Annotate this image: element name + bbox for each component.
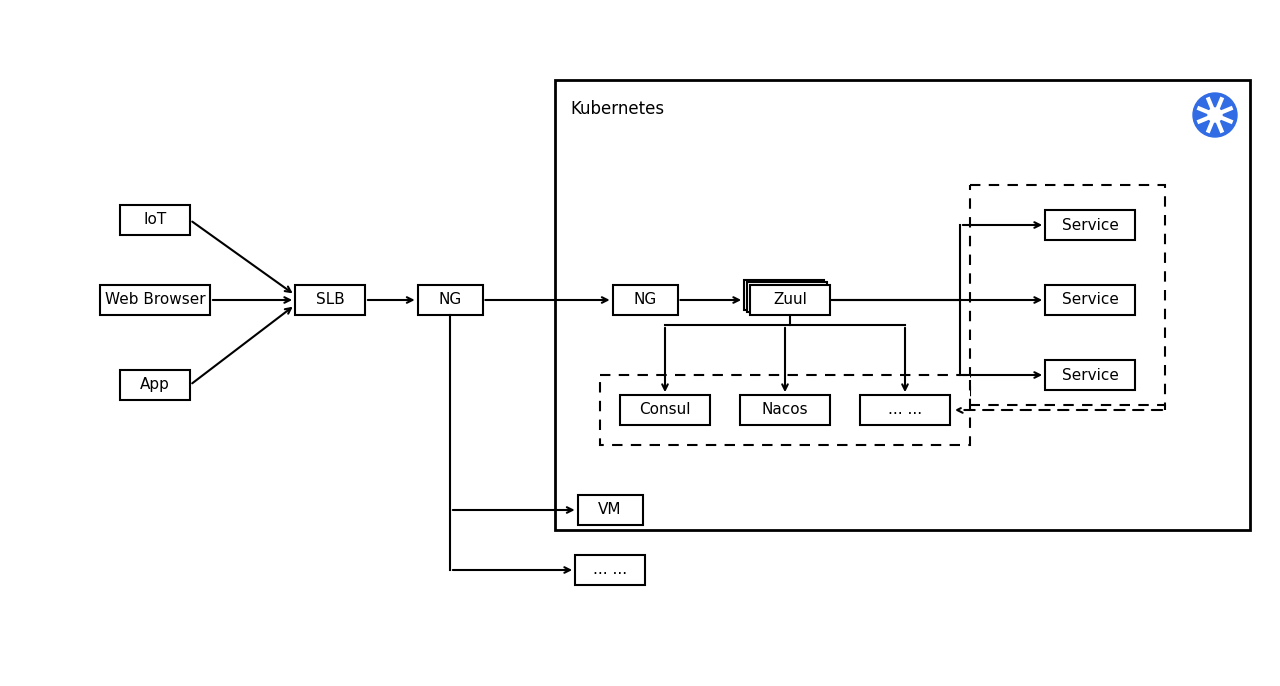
Bar	[120, 205, 189, 235]
Bar	[556, 80, 1251, 530]
Text: Consul: Consul	[639, 403, 691, 418]
Text: IoT: IoT	[143, 213, 166, 228]
Circle shape	[1208, 108, 1222, 122]
Text: Service: Service	[1061, 368, 1119, 383]
Bar	[294, 285, 365, 315]
Bar	[613, 285, 677, 315]
Text: Kubernetes: Kubernetes	[570, 100, 664, 118]
Circle shape	[1193, 93, 1236, 137]
Bar	[120, 370, 189, 400]
Text: SLB: SLB	[316, 292, 344, 307]
Bar	[1044, 285, 1135, 315]
Bar	[744, 280, 824, 310]
Bar	[748, 282, 827, 312]
Circle shape	[1197, 97, 1233, 133]
Bar	[620, 395, 710, 425]
Bar	[577, 495, 643, 525]
Text: ... ...: ... ...	[888, 403, 922, 418]
Bar	[100, 285, 210, 315]
Bar	[575, 555, 645, 585]
Text: NG: NG	[634, 292, 657, 307]
Bar	[860, 395, 950, 425]
Bar	[750, 285, 829, 315]
Bar	[1044, 210, 1135, 240]
Bar	[600, 375, 970, 445]
Text: App: App	[140, 377, 170, 392]
Text: Service: Service	[1061, 292, 1119, 307]
Text: Zuul: Zuul	[773, 292, 806, 307]
Text: Nacos: Nacos	[762, 403, 808, 418]
Bar	[970, 185, 1165, 405]
Text: ... ...: ... ...	[593, 563, 627, 578]
Bar	[740, 395, 829, 425]
Bar	[1044, 360, 1135, 390]
Text: VM: VM	[598, 503, 622, 517]
Text: Web Browser: Web Browser	[105, 292, 205, 307]
Bar	[417, 285, 483, 315]
Text: NG: NG	[438, 292, 462, 307]
Text: Service: Service	[1061, 217, 1119, 233]
